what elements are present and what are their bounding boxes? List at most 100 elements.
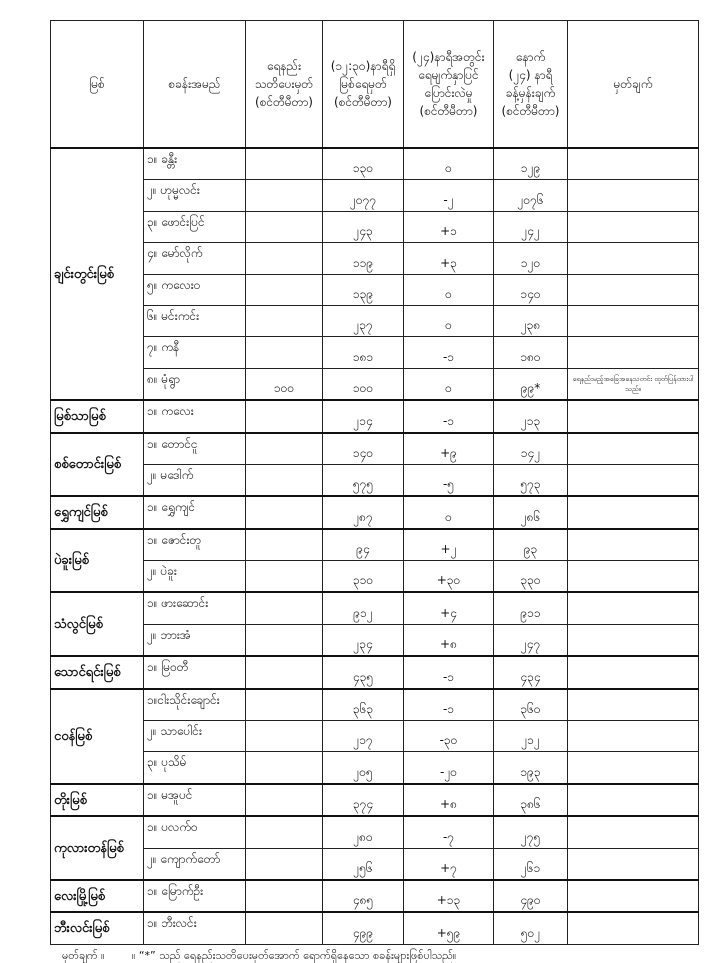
table-row: ၃။ ပုသိမ် ၂၀၅ -၂၀ ၁၉၃ bbox=[51, 751, 699, 785]
warning-level bbox=[245, 591, 323, 625]
forecast-level: ၂၁၂ bbox=[493, 720, 568, 753]
remarks bbox=[567, 179, 699, 212]
remarks bbox=[567, 242, 699, 275]
remarks bbox=[567, 751, 699, 785]
station-name: ၈။ မုံရွာ bbox=[143, 367, 246, 401]
river-name: ပဲခူးမြစ် bbox=[50, 527, 144, 593]
river-name: မြစ်သာမြစ် bbox=[50, 399, 144, 434]
forecast-level: ၅၀၂ bbox=[493, 911, 568, 945]
river-name: ရွှေကျင်မြစ် bbox=[50, 495, 144, 530]
current-level: ၂၅၆ bbox=[322, 847, 404, 881]
table-row: သံလွင်မြစ် ၁။ ဖားဆောင်း ၉၁၂ +၄ ၉၁၁ bbox=[50, 591, 699, 657]
forecast-level: ၁၂၀ bbox=[493, 242, 568, 275]
forecast-level: ၁၄၀ bbox=[493, 273, 568, 306]
forecast-level: ၂၀၇၆ bbox=[493, 179, 568, 212]
remarks bbox=[567, 147, 699, 181]
forecast-level: ၉၃ bbox=[493, 527, 568, 562]
current-level: ၂၈၇ bbox=[322, 495, 404, 530]
level-change: +၂ bbox=[403, 527, 494, 562]
current-level: ၄၃၅ bbox=[322, 655, 404, 690]
forecast-level: ၅၇၃ bbox=[493, 463, 568, 497]
table-row: တိုးမြစ် ၁။ မအူပင် ၃၇၄ +၈ ၃၈၆ bbox=[50, 782, 699, 817]
current-level: ၂၁၇ bbox=[322, 720, 404, 753]
station-name: ၁။ ပလက်ဝ bbox=[143, 815, 246, 849]
table-row: ၂။ ဘားအံ ၂၃၄ +၈ ၂၄၇ bbox=[51, 623, 699, 657]
current-level: ၃၆၃ bbox=[322, 687, 404, 722]
river-name: လေးမြို့မြစ် bbox=[50, 878, 144, 913]
level-change: -၇ bbox=[403, 815, 494, 849]
level-change: -၂၀ bbox=[403, 751, 494, 785]
level-change: +၉ bbox=[403, 431, 494, 465]
station-name: ၂။ ပဲခူး bbox=[143, 560, 246, 593]
table-row: ငဝန်မြစ် ၁။ငါးသိုင်းချောင်း ၃၆၃ -၁ ၃၆၀ bbox=[50, 687, 699, 785]
remarks bbox=[567, 336, 699, 369]
remarks bbox=[567, 273, 699, 306]
current-level: ၄၈၅ bbox=[322, 878, 404, 913]
warning-level bbox=[245, 242, 323, 275]
remarks bbox=[567, 847, 699, 881]
river-name: ချင်းတွင်းမြစ် bbox=[50, 146, 144, 401]
forecast-level: ၂၇၅ bbox=[493, 815, 568, 849]
warning-level bbox=[245, 911, 323, 945]
document: မြစ် စခန်းအမည် ရေနည်း သတိပေးမှတ် (စင်တီမ… bbox=[50, 20, 699, 962]
station-name: ၂။ ကျောက်တော် bbox=[143, 847, 246, 881]
current-level: ၂၃၇ bbox=[322, 304, 404, 338]
table-row: ၇။ ကနီ ၁၈၁ -၁ ၁၈၀ bbox=[51, 336, 699, 369]
warning-level bbox=[245, 847, 323, 881]
current-level: ၁၁၉ bbox=[322, 242, 404, 275]
warning-level bbox=[245, 878, 323, 913]
table-row: ၂။ ကျောက်တော် ၂၅၆ +၇ ၂၆၁ bbox=[51, 847, 699, 881]
forecast-level: ၁၂၉ bbox=[493, 147, 568, 181]
forecast-level: ၉၉* bbox=[493, 367, 568, 401]
level-change: +၈ bbox=[403, 623, 494, 657]
station-name: ၁။ ဇောင်းတူ bbox=[143, 527, 246, 562]
station-name: ၁။ ရွှေကျင် bbox=[143, 495, 246, 530]
remarks bbox=[567, 782, 699, 817]
river-name: သံလွင်မြစ် bbox=[50, 591, 144, 657]
station-name: ၁။ ကလေး bbox=[143, 399, 246, 434]
level-change: ၀ bbox=[403, 495, 494, 530]
current-level: ၂၀၇၇ bbox=[322, 179, 404, 212]
level-change: +၁ bbox=[403, 210, 494, 244]
level-change: -၁ bbox=[403, 399, 494, 434]
table-row: ၂။ မဒေါက် ၅၇၅ -၅ ၅၇၃ bbox=[51, 463, 699, 497]
station-name: ၁။ မအူပင် bbox=[143, 782, 246, 817]
station-name: ၁။ တောင်ငူ bbox=[143, 431, 246, 465]
table-row: ၄။ မော်လိုက် ၁၁၉ +၃ ၁၂၀ bbox=[51, 242, 699, 275]
table-row: ဘီးလင်းမြစ် ၁။ ဘီးလင်း ၄၉၉ +၅၉ ၅၀၂ bbox=[50, 911, 699, 945]
level-change: ၀ bbox=[403, 273, 494, 306]
footnote-label: မှတ်ချက် ။ bbox=[62, 948, 105, 962]
level-change: -၂ bbox=[403, 179, 494, 212]
warning-level bbox=[245, 210, 323, 244]
station-name: ၁။ ခန္တီး bbox=[143, 147, 246, 181]
level-change: ၀ bbox=[403, 147, 494, 181]
current-level: ၉၄ bbox=[322, 527, 404, 562]
current-level: ၁၃၀ bbox=[322, 147, 404, 181]
river-name: တိုးမြစ် bbox=[50, 782, 144, 817]
level-change: -၁ bbox=[403, 336, 494, 369]
footnote-text: ။ “*” သည် ရေနည်းသတိပေးမှတ်အောက် ရောက်ရှိ… bbox=[132, 948, 457, 962]
warning-level bbox=[245, 304, 323, 338]
warning-level bbox=[245, 179, 323, 212]
level-change: -၁ bbox=[403, 687, 494, 722]
current-level: ၁၈၁ bbox=[322, 336, 404, 369]
remarks bbox=[567, 911, 699, 945]
remarks: ရေနည်းမည့်အခြေအနေသတင်း ထုတ်ပြန်ထားပါသည်။ bbox=[567, 367, 699, 401]
table-row: ပဲခူးမြစ် ၁။ ဇောင်းတူ ၉၄ +၂ ၉၃ bbox=[50, 527, 699, 593]
water-level-table: မြစ် စခန်းအမည် ရေနည်း သတိပေးမှတ် (စင်တီမ… bbox=[50, 20, 699, 945]
warning-level bbox=[245, 495, 323, 530]
remarks bbox=[567, 720, 699, 753]
level-change: -၅ bbox=[403, 463, 494, 497]
station-name: ၂။ သာပေါင်း bbox=[143, 720, 246, 753]
level-change: +၇ bbox=[403, 847, 494, 881]
forecast-level: ၂၄၂ bbox=[493, 210, 568, 244]
station-name: ၂။ ဟုမ္မလင်း bbox=[143, 179, 246, 212]
warning-level bbox=[245, 751, 323, 785]
current-level: ၁၃၉ bbox=[322, 273, 404, 306]
river-name: ငဝန်မြစ် bbox=[50, 687, 144, 785]
remarks bbox=[567, 687, 699, 722]
level-change: +၈ bbox=[403, 782, 494, 817]
remarks bbox=[567, 560, 699, 593]
forecast-level: ၄၉၀ bbox=[493, 878, 568, 913]
warning-level: ၁၀၀ bbox=[245, 367, 323, 401]
